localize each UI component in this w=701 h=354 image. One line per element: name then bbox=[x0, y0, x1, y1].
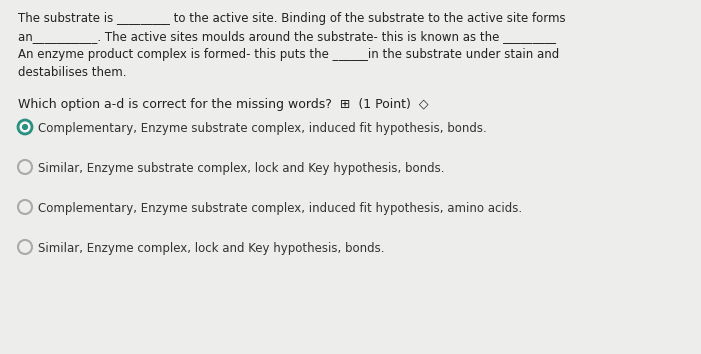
Circle shape bbox=[22, 124, 28, 130]
Text: Similar, Enzyme complex, lock and Key hypothesis, bonds.: Similar, Enzyme complex, lock and Key hy… bbox=[38, 242, 385, 255]
Text: destabilises them.: destabilises them. bbox=[18, 66, 126, 79]
Text: Similar, Enzyme substrate complex, lock and Key hypothesis, bonds.: Similar, Enzyme substrate complex, lock … bbox=[38, 162, 444, 175]
Text: An enzyme product complex is formed- this puts the ______in the substrate under : An enzyme product complex is formed- thi… bbox=[18, 48, 559, 61]
Text: The substrate is _________ to the active site. Binding of the substrate to the a: The substrate is _________ to the active… bbox=[18, 12, 566, 25]
Circle shape bbox=[20, 122, 29, 132]
Text: Complementary, Enzyme substrate complex, induced fit hypothesis, amino acids.: Complementary, Enzyme substrate complex,… bbox=[38, 202, 522, 215]
Text: an___________. The active sites moulds around the substrate- this is known as th: an___________. The active sites moulds a… bbox=[18, 30, 556, 43]
Text: Complementary, Enzyme substrate complex, induced fit hypothesis, bonds.: Complementary, Enzyme substrate complex,… bbox=[38, 122, 486, 135]
Text: Which option a-d is correct for the missing words?  ⊞  (1 Point)  ◇: Which option a-d is correct for the miss… bbox=[18, 98, 428, 111]
